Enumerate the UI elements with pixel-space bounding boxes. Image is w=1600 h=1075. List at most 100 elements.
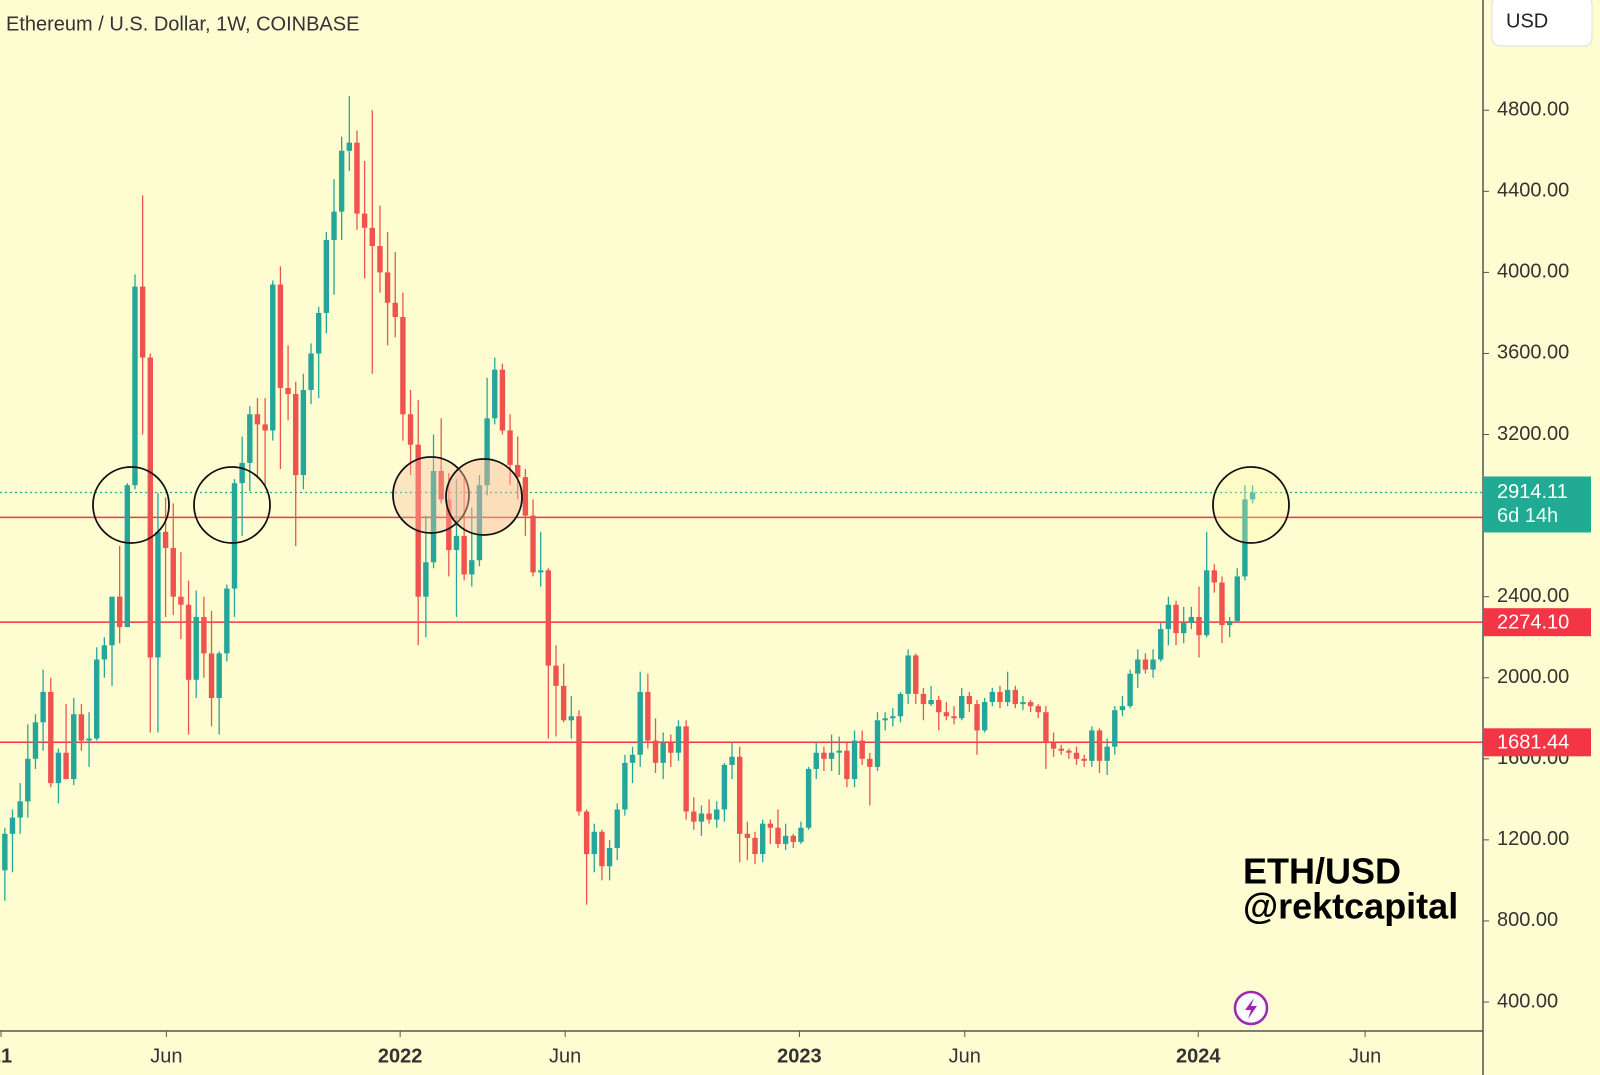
candle-body (1104, 746, 1110, 761)
candle-body (484, 418, 490, 486)
candle-body (836, 750, 842, 753)
candle-body (1158, 629, 1164, 660)
candle-body (132, 286, 138, 486)
candle-body (331, 211, 337, 240)
candle-body (828, 752, 835, 759)
candle-body (721, 764, 728, 810)
candle-body (407, 414, 414, 445)
candle-body (453, 535, 460, 551)
candle-body (1150, 659, 1156, 670)
x-tick-label: Jun (150, 1045, 182, 1067)
candle-body (254, 414, 261, 425)
candle-body (1073, 752, 1080, 759)
candle-body (323, 239, 330, 313)
candle-body (951, 716, 957, 719)
candle-body (1226, 620, 1233, 626)
candle-body (239, 462, 245, 484)
candle-body (936, 700, 942, 713)
candle-body (698, 813, 705, 822)
candle-body (124, 485, 131, 628)
candle-body (338, 150, 345, 212)
candle-body (476, 485, 483, 561)
candles-layer (2, 96, 1256, 905)
candle-body (859, 740, 865, 759)
x-tick-label: 2023 (777, 1045, 822, 1067)
candle-body (576, 716, 582, 812)
candle-body (430, 471, 437, 563)
candle-body (492, 369, 498, 419)
candle-body (1219, 582, 1225, 626)
candle-body (262, 424, 268, 431)
y-tick-label: 400.00 (1497, 990, 1558, 1012)
candle-body (101, 645, 108, 660)
circle (445, 458, 523, 536)
candle-body (515, 464, 521, 478)
candle-body (315, 312, 322, 354)
candle-body (1234, 576, 1240, 621)
candle-body (193, 616, 199, 680)
y-tick-label: 4000.00 (1497, 261, 1569, 283)
candle-body (446, 499, 452, 551)
candle-body (821, 752, 827, 759)
candle-body (545, 570, 552, 666)
candle-body (752, 837, 758, 855)
candle-body (1004, 689, 1011, 703)
currency-button[interactable] (1491, 0, 1593, 47)
candle-body (974, 704, 980, 731)
candle-body (86, 738, 92, 741)
candle-body (384, 272, 391, 303)
candle-body (469, 560, 475, 575)
candle-body (63, 752, 69, 780)
candle-body (354, 142, 360, 214)
candle-body (997, 691, 1003, 703)
y-tick-label: 2000.00 (1497, 666, 1569, 688)
chart-title: Ethereum / U.S. Dollar, 1W, COINBASE (6, 13, 359, 35)
level-label-box (1483, 728, 1591, 757)
candle-body (109, 596, 115, 646)
candle-body (981, 702, 988, 731)
candle-body (48, 691, 54, 784)
candle-body (759, 823, 766, 855)
candle-body (989, 691, 996, 703)
x-tick-label: Jun (549, 1045, 581, 1067)
candle-body (560, 685, 567, 721)
candle-body (400, 316, 406, 415)
currency-label[interactable]: USD (1506, 10, 1548, 32)
candle-body (300, 389, 307, 476)
lightning-icon[interactable] (1233, 990, 1269, 1026)
candle-body (959, 695, 965, 719)
y-tick-label: 4400.00 (1497, 180, 1569, 202)
candle-body (706, 813, 712, 820)
candle-body (461, 535, 467, 575)
y-tick-label: 3600.00 (1497, 342, 1569, 364)
circle (193, 466, 271, 544)
level-label: 1681.44 (1497, 732, 1569, 754)
candle-body (882, 718, 888, 721)
circle (92, 466, 170, 544)
candle-body (178, 596, 184, 605)
y-tick-label: 800.00 (1497, 909, 1558, 931)
candle-body (1173, 604, 1179, 634)
candle-body (614, 809, 620, 848)
candle-body (40, 691, 46, 723)
candle-body (920, 693, 927, 705)
candle-body (285, 387, 291, 394)
watermark: ETH/USD (1243, 851, 1401, 892)
candle-body (805, 768, 812, 828)
candle-body (813, 752, 819, 769)
candle-body (943, 712, 950, 717)
candle-body (147, 357, 153, 658)
countdown-label: 6d 14h (1497, 505, 1558, 527)
candle-body (1165, 604, 1172, 630)
candle-body (1050, 742, 1057, 749)
candle-body (537, 570, 544, 573)
candle-body (890, 716, 896, 719)
candle-body (1180, 623, 1187, 634)
candle-body (1135, 659, 1141, 674)
candle-body (714, 809, 720, 820)
candle-body (55, 752, 62, 784)
icon-bolt[interactable] (1245, 998, 1257, 1019)
